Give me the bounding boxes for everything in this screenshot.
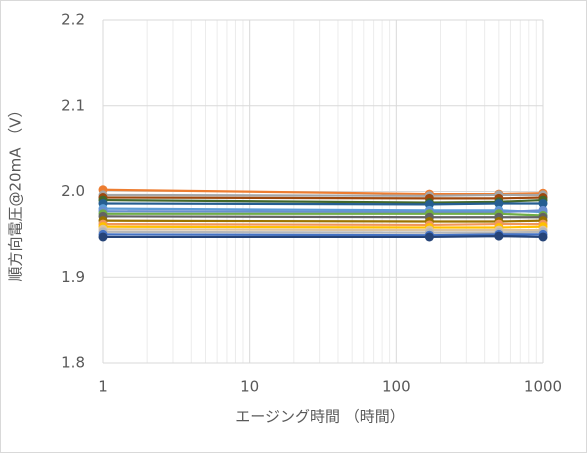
data-point <box>494 231 504 241</box>
x-tick-label: 1000 <box>524 378 562 396</box>
series-line <box>102 198 544 204</box>
series-line <box>102 196 544 200</box>
y-tick-label: 1.8 <box>61 354 85 372</box>
x-axis-title: エージング時間 （時間） <box>235 408 404 426</box>
data-point <box>98 232 108 242</box>
y-axis-title: 順方向電圧@20mA （V） <box>7 103 25 282</box>
y-tick-label: 2.2 <box>61 11 85 29</box>
data-point <box>494 199 504 209</box>
series-line <box>102 209 544 214</box>
series-line <box>102 228 543 232</box>
y-tick-label: 2.0 <box>61 182 85 200</box>
series-line <box>102 219 544 223</box>
x-tick-label: 1 <box>98 378 108 396</box>
series-line <box>102 225 544 229</box>
y-tick-label: 2.1 <box>61 96 85 114</box>
data-point <box>538 199 548 209</box>
series-line <box>103 234 544 239</box>
series-line <box>102 230 544 234</box>
series-line <box>103 212 544 217</box>
series-line <box>102 188 544 196</box>
series-line <box>102 233 543 237</box>
x-tick-label: 100 <box>382 378 411 396</box>
series-line <box>102 222 543 227</box>
series-line <box>102 215 543 219</box>
x-tick-label: 10 <box>240 378 259 396</box>
series-line <box>102 202 543 206</box>
series-line <box>102 193 543 197</box>
data-point <box>538 232 548 242</box>
data-point <box>424 232 434 242</box>
y-tick-label: 1.9 <box>61 268 85 286</box>
